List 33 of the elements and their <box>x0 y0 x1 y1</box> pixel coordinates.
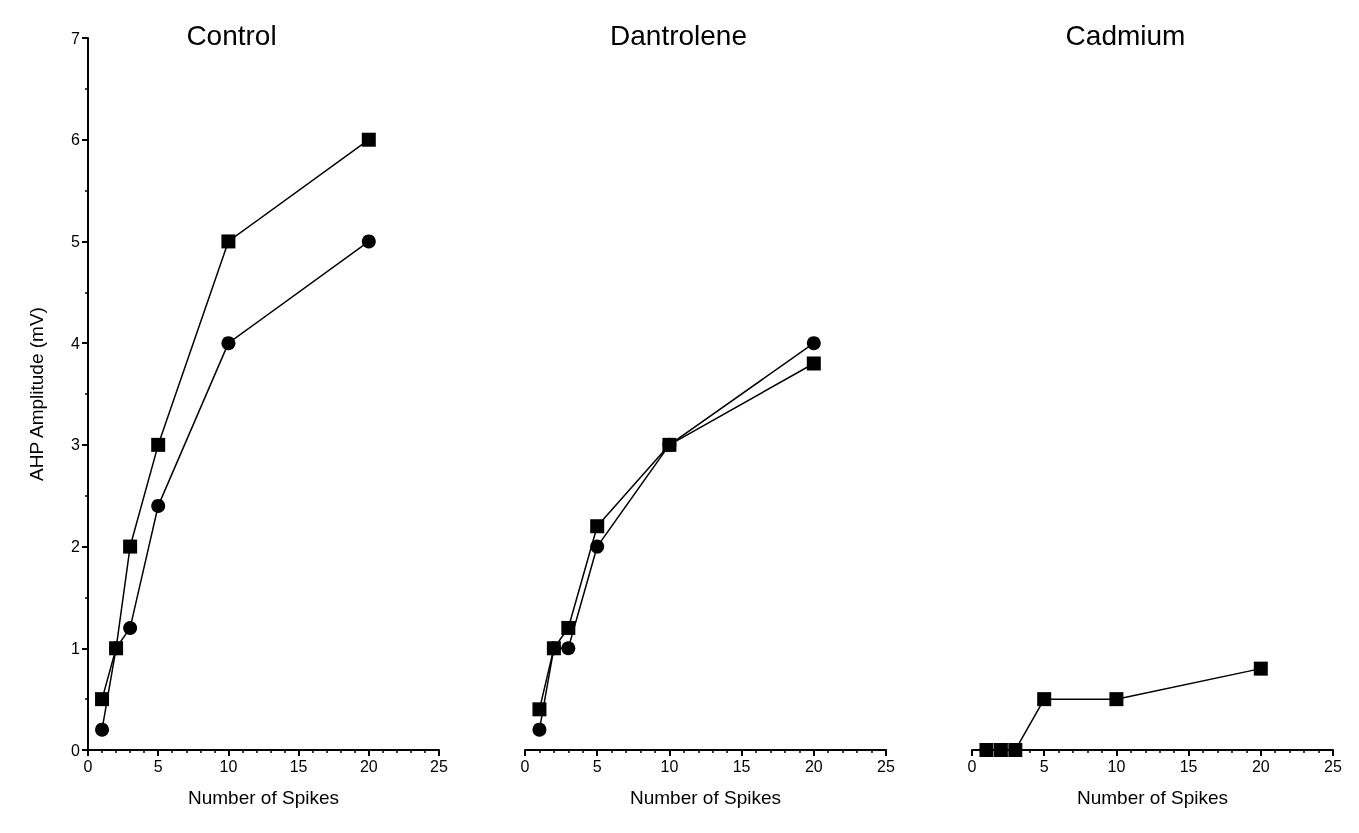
y-tick-label: 1 <box>71 639 81 657</box>
y-tick-label: 3 <box>71 436 81 454</box>
x-tick-label: 15 <box>732 757 751 775</box>
x-tick-label: 25 <box>1324 757 1342 775</box>
y-tick-label: 6 <box>71 131 81 149</box>
x-tick-label: 10 <box>219 757 238 775</box>
x-tick-label: 10 <box>660 757 679 775</box>
x-tick-label: 5 <box>153 757 163 775</box>
x-tick-label: 0 <box>520 757 530 775</box>
x-axis-title: Number of Spikes <box>629 787 782 808</box>
chart-title: Dantrolene <box>610 19 747 51</box>
x-axis-title: Number of Spikes <box>187 787 340 808</box>
x-tick-label: 10 <box>1107 757 1126 775</box>
x-tick-label: 15 <box>1179 757 1198 775</box>
x-tick-label: 25 <box>877 757 895 775</box>
x-axis-title: Number of Spikes <box>1076 787 1229 808</box>
x-tick-label: 5 <box>1039 757 1049 775</box>
y-tick-label: 4 <box>71 334 81 352</box>
x-tick-label: 25 <box>430 757 448 775</box>
y-tick-label: 5 <box>71 232 81 250</box>
y-tick-label: 7 <box>71 29 81 47</box>
x-tick-label: 0 <box>83 757 93 775</box>
x-tick-label: 20 <box>359 757 378 775</box>
x-tick-label: 0 <box>967 757 977 775</box>
y-tick-label: 2 <box>71 538 81 556</box>
x-tick-label: 20 <box>1251 757 1270 775</box>
x-tick-label: 15 <box>289 757 308 775</box>
x-tick-label: 5 <box>592 757 602 775</box>
chart-title: Control <box>186 19 277 51</box>
y-axis-title: AHP Amplitude (mV) <box>26 307 47 481</box>
y-tick-label: 0 <box>71 741 81 759</box>
x-tick-label: 20 <box>804 757 823 775</box>
chart-title: Cadmium <box>1065 19 1186 51</box>
